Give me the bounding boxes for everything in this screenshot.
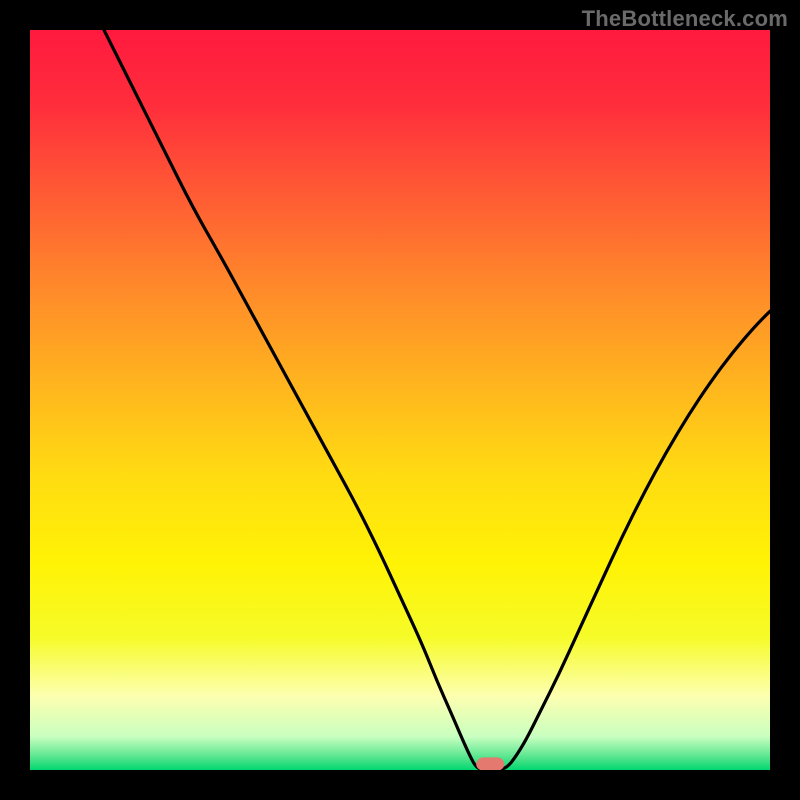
gradient-background (30, 30, 770, 770)
watermark-label: TheBottleneck.com (582, 6, 788, 32)
bottleneck-chart (30, 30, 770, 770)
chart-frame: TheBottleneck.com (0, 0, 800, 800)
optimal-marker (476, 757, 504, 770)
